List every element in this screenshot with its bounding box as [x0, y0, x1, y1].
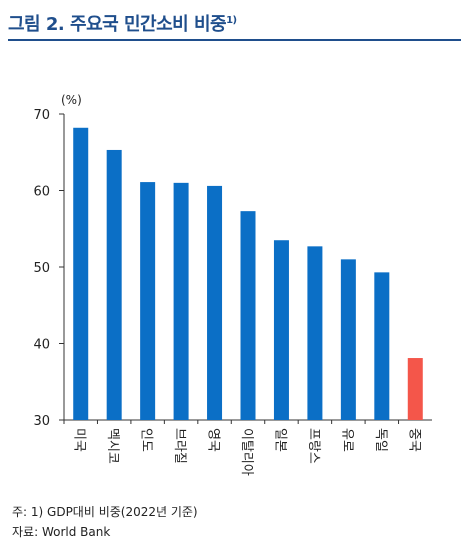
title-divider [8, 39, 461, 41]
chart-title: 그림 2. 주요국 민간소비 비중1) [8, 14, 237, 35]
title-footnote-marker: 1) [226, 15, 237, 26]
bar-chart: (%) 30 40 50 60 70 미국 멕시코 인도 브라질 영국 이탈리아 일본 프랑스 유로 독일… [33, 93, 432, 476]
bar-10 [407, 358, 423, 420]
bar-7 [307, 246, 323, 420]
bar-9 [374, 272, 390, 420]
x-tick-label-0: 미국 [72, 428, 87, 452]
x-tick-label-4: 영국 [206, 428, 221, 452]
x-tick-label-5: 이탈리아 [239, 428, 254, 476]
x-axis-labels: 미국 멕시코 인도 브라질 영국 이탈리아 일본 프랑스 유로 독일 중국 [63, 420, 421, 476]
bar-4 [207, 185, 223, 420]
bar-3 [173, 182, 189, 420]
y-tick-label: 50 [33, 261, 50, 276]
bars-group [73, 127, 423, 421]
x-tick-label-10: 중국 [406, 428, 421, 452]
y-tick-label: 60 [33, 185, 50, 200]
chart-header: 그림 2. 주요국 민간소비 비중1) [8, 6, 461, 40]
bar-0 [73, 127, 89, 421]
y-tick-label: 30 [33, 414, 50, 429]
x-tick-label-2: 인도 [139, 428, 154, 452]
x-tick-label-8: 유로 [339, 428, 354, 452]
bar-2 [140, 182, 156, 420]
chart-notes: 주: 1) GDP대비 비중(2022년 기준) 자료: World Bank [12, 502, 198, 542]
source-note: 자료: World Bank [12, 525, 111, 539]
x-tick-label-9: 독일 [373, 428, 388, 452]
x-tick-label-6: 일본 [272, 428, 287, 452]
x-tick-label-7: 프랑스 [306, 428, 321, 464]
y-tick-label: 40 [33, 338, 50, 353]
y-axis: 30 40 50 60 70 [33, 108, 432, 429]
bar-6 [273, 240, 289, 420]
bar-5 [240, 211, 256, 420]
bar-8 [340, 259, 356, 420]
footnote: 주: 1) GDP대비 비중(2022년 기준) [12, 505, 198, 519]
y-unit-label: (%) [61, 93, 82, 107]
x-tick-label-1: 멕시코 [105, 428, 120, 464]
y-tick-label: 70 [33, 108, 50, 123]
x-tick-label-3: 브라질 [172, 428, 187, 464]
bar-1 [106, 149, 122, 420]
